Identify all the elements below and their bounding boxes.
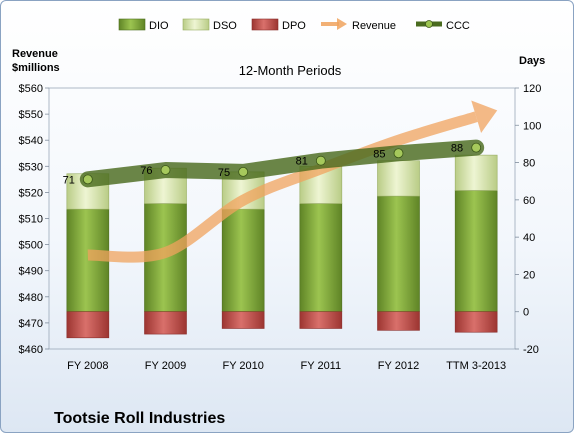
ccc-line: 71 76 75 81 85 88: [63, 139, 485, 188]
ccc-point: [160, 165, 171, 175]
ccc-series-line: [79, 139, 485, 188]
bar-dpo: [454, 311, 498, 333]
right-axis-label: Days: [519, 55, 545, 67]
revenue-arrowhead: [471, 100, 498, 133]
bar-dpo: [66, 311, 110, 339]
ccc-data-label: 71: [63, 174, 75, 186]
left-tick-label: $560: [19, 83, 43, 95]
legend-line-marker-icon: [416, 20, 442, 28]
legend-swatch-dio: [118, 18, 146, 31]
chart-title: 12-Month Periods: [239, 63, 342, 78]
legend-swatch-dpo: [251, 18, 279, 31]
ccc-point: [393, 148, 404, 159]
company-name: Tootsie Roll Industries: [54, 410, 225, 427]
legend-label-ccc: CCC: [446, 20, 470, 32]
x-tick-label: FY 2011: [301, 360, 342, 372]
bar-dio: [299, 203, 343, 313]
legend-label-dio: DIO: [149, 20, 169, 32]
left-tick-label: $540: [19, 135, 43, 147]
bar-dpo: [144, 311, 187, 335]
bar-dpo: [221, 311, 265, 329]
legend-label-dso: DSO: [213, 20, 237, 32]
ccc-data-label: 88: [451, 143, 463, 155]
legend: DIO DSO DPO Revenue CCC: [118, 18, 470, 32]
right-tick-label: 40: [523, 232, 535, 244]
left-tick-label: $510: [19, 214, 43, 226]
bar-dio: [221, 208, 265, 313]
bar-dio: [377, 195, 420, 313]
legend-label-dpo: DPO: [282, 20, 306, 32]
right-tick-label: -20: [523, 344, 539, 356]
x-axis: FY 2008 FY 2009 FY 2010 FY 2011 FY 2012 TTM 3…: [67, 360, 506, 372]
left-tick-label: $470: [19, 318, 43, 330]
left-tick-label: $460: [19, 344, 43, 356]
right-tick-label: 0: [523, 307, 529, 319]
right-tick-label: 100: [523, 120, 541, 132]
x-tick-label: FY 2009: [145, 360, 186, 372]
ccc-point: [471, 142, 482, 153]
ccc-point: [238, 166, 249, 177]
left-axis-label-line2: $millions: [12, 62, 60, 74]
left-tick-label: $550: [19, 109, 43, 121]
right-tick-label: 20: [523, 269, 535, 281]
legend-label-revenue: Revenue: [352, 20, 396, 32]
x-tick-label: FY 2010: [222, 360, 263, 372]
bar-dpo: [377, 311, 420, 331]
left-tick-label: $520: [19, 187, 43, 199]
bars: [66, 154, 498, 339]
ccc-point: [315, 155, 326, 166]
left-tick-label: $530: [19, 161, 43, 173]
left-tick-label: $500: [19, 240, 43, 252]
bar-dso: [454, 154, 498, 191]
legend-swatch-dso: [182, 18, 210, 31]
bar-dio: [454, 190, 498, 313]
right-tick-label: 80: [523, 158, 535, 170]
ccc-data-label: 81: [296, 156, 308, 168]
bar-dpo: [299, 311, 343, 329]
right-axis: -20 0 20 40 60 80 100 120: [515, 83, 541, 356]
left-axis-label-line1: Revenue: [12, 48, 58, 60]
left-tick-label: $480: [19, 292, 43, 304]
x-tick-label: FY 2012: [378, 360, 419, 372]
x-tick-label: FY 2008: [67, 360, 108, 372]
revenue-arrow: [87, 100, 498, 263]
bar-dso: [377, 160, 420, 197]
ccc-data-label: 76: [140, 165, 152, 177]
ccc-point: [82, 174, 93, 185]
right-tick-label: 120: [523, 83, 541, 95]
left-tick-label: $490: [19, 266, 43, 278]
ccc-data-label: 85: [373, 148, 385, 160]
revenue-line: [87, 111, 478, 263]
right-tick-label: 60: [523, 195, 535, 207]
ccc-data-label: 75: [218, 167, 230, 179]
left-axis: $460 $470 $480 $490 $500 $510 $520 $530 $540 $550…: [19, 83, 49, 356]
x-tick-label: TTM 3-2013: [446, 360, 506, 372]
legend-arrow-icon: [321, 18, 347, 30]
